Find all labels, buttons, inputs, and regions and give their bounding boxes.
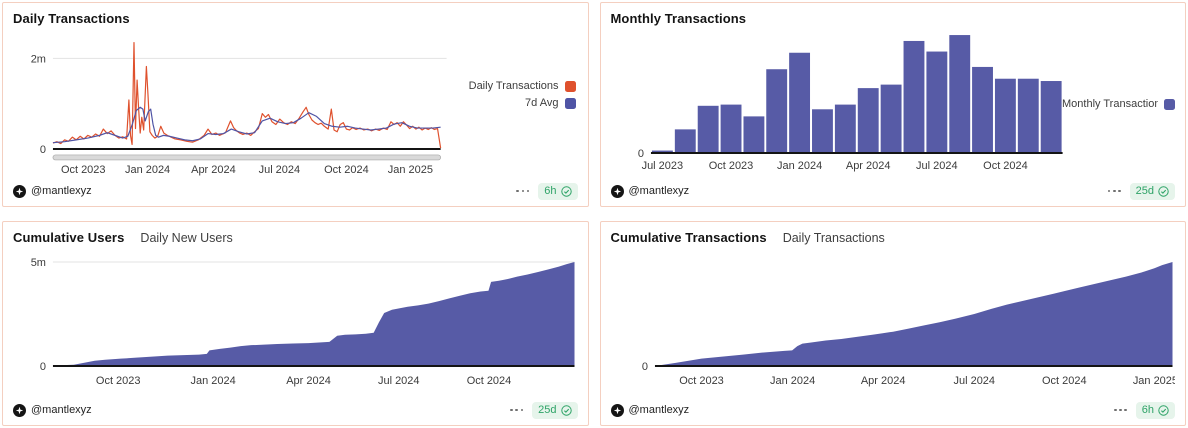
svg-text:Jan 2025: Jan 2025: [388, 164, 433, 176]
mantle-avatar-icon: [13, 184, 26, 198]
handle-text: @mantlexyz: [628, 185, 690, 197]
check-circle-icon: [1158, 404, 1169, 416]
svg-text:Jan 2024: Jan 2024: [125, 164, 170, 176]
svg-text:Jul 2024: Jul 2024: [916, 160, 958, 172]
tab-cumulative-users[interactable]: Cumulative Users: [13, 230, 125, 245]
purple-swatch-icon: [564, 97, 576, 109]
cumulative-transactions-chart[interactable]: 0 Oct 2023 Jan 2024 Apr 2024 Jul 2024 Oct 202…: [611, 248, 1176, 398]
panel-cumulative-transactions: Cumulative Transactions Daily Transactio…: [599, 221, 1186, 426]
daily-transactions-chart[interactable]: 2m 0 Oct 2023 Jan 2024 Apr 2024 Jul 2024 Oct 2…: [13, 29, 578, 179]
svg-text:Jul 2023: Jul 2023: [641, 160, 683, 172]
svg-text:Jul 2024: Jul 2024: [378, 375, 420, 387]
panel-footer: @mantlexyz 6h: [610, 401, 1175, 419]
cumulative-users-chart[interactable]: 5m 0 Oct 2023 Jan 2024 Apr 2024 Jul 2024 Oct 2…: [13, 248, 578, 398]
panel-header: Cumulative Users Daily New Users: [13, 230, 578, 248]
more-options-icon[interactable]: [1107, 189, 1121, 193]
svg-text:Oct 2024: Oct 2024: [983, 160, 1028, 172]
more-options-icon[interactable]: [510, 408, 524, 412]
panel-footer: @mantlexyz 25d: [13, 401, 578, 419]
byline: @mantlexyz: [13, 184, 92, 198]
byline: @mantlexyz: [610, 403, 690, 417]
svg-text:Oct 2023: Oct 2023: [679, 375, 724, 387]
svg-text:Apr 2024: Apr 2024: [191, 164, 236, 176]
legend-label: Daily Transactions: [468, 80, 559, 92]
svg-text:Oct 2023: Oct 2023: [708, 160, 753, 172]
panel-title: Monthly Transactions: [610, 11, 747, 26]
more-options-icon[interactable]: [1113, 408, 1127, 412]
chart-area: 5m 0 Oct 2023 Jan 2024 Apr 2024 Jul 2024 Oct 2…: [13, 248, 578, 401]
freshness-label: 25d: [1135, 185, 1154, 197]
svg-text:Jan 2024: Jan 2024: [777, 160, 822, 172]
svg-text:Oct 2024: Oct 2024: [467, 375, 512, 387]
freshness-label: 25d: [538, 404, 557, 416]
svg-text:Apr 2024: Apr 2024: [286, 375, 331, 387]
svg-text:Oct 2024: Oct 2024: [1042, 375, 1087, 387]
purple-swatch-icon: [1164, 98, 1175, 110]
range-scrollbar[interactable]: [52, 154, 441, 161]
freshness-label: 6h: [544, 185, 557, 197]
more-options-icon[interactable]: [516, 189, 530, 193]
chart-area: 2m 0 Oct 2023 Jan 2024 Apr 2024 Jul 2024 Oct 2…: [13, 29, 578, 182]
legend-item-7d-avg[interactable]: 7d Avg: [525, 96, 576, 110]
handle-text: @mantlexyz: [31, 404, 92, 416]
svg-text:Jul 2024: Jul 2024: [953, 375, 995, 387]
svg-text:0: 0: [637, 148, 643, 160]
freshness-badge[interactable]: 6h: [1135, 401, 1175, 419]
panel-header: Cumulative Transactions Daily Transactio…: [611, 230, 1176, 248]
svg-text:Jul 2024: Jul 2024: [259, 164, 301, 176]
svg-text:Jan 2024: Jan 2024: [191, 375, 236, 387]
mantle-avatar-icon: [13, 403, 26, 417]
tab-daily-transactions[interactable]: Daily Transactions: [782, 231, 885, 245]
orange-swatch-icon: [564, 80, 576, 92]
panel-footer: @mantlexyz 6h: [13, 182, 578, 200]
svg-text:Oct 2023: Oct 2023: [61, 164, 106, 176]
panel-cumulative-users: Cumulative Users Daily New Users 5m 0 Oct …: [2, 221, 589, 426]
svg-text:Apr 2024: Apr 2024: [845, 160, 890, 172]
legend-label: Monthly Transactions: [1062, 98, 1158, 110]
svg-text:Jan 2025: Jan 2025: [1132, 375, 1175, 387]
handle-text: @mantlexyz: [31, 185, 92, 197]
svg-text:0: 0: [40, 361, 46, 373]
check-circle-icon: [560, 404, 572, 416]
legend: Monthly Transactions: [1062, 97, 1175, 111]
check-circle-icon: [1158, 185, 1169, 197]
panel-header: Monthly Transactions: [611, 11, 1176, 29]
svg-text:Oct 2023: Oct 2023: [96, 375, 141, 387]
panel-footer: @mantlexyz 25d: [610, 182, 1175, 200]
svg-text:2m: 2m: [31, 53, 46, 65]
legend-label: 7d Avg: [525, 97, 559, 109]
svg-text:Jan 2024: Jan 2024: [770, 375, 815, 387]
svg-text:0: 0: [641, 361, 647, 373]
tab-daily-new-users[interactable]: Daily New Users: [140, 231, 233, 245]
handle-text: @mantlexyz: [628, 404, 690, 416]
panel-title: Daily Transactions: [13, 11, 130, 26]
legend: Daily Transactions 7d Avg: [469, 79, 576, 110]
byline: @mantlexyz: [610, 184, 690, 198]
panel-daily-transactions: Daily Transactions 2m 0 Oct 2023 Jan 2024 Ap…: [2, 2, 589, 207]
panel-monthly-transactions: Monthly Transactions 0 Jul 2023 Oct 2023 Ja…: [599, 2, 1186, 207]
freshness-badge[interactable]: 25d: [532, 401, 578, 419]
check-circle-icon: [560, 185, 572, 197]
panel-header: Daily Transactions: [13, 11, 578, 29]
freshness-badge[interactable]: 25d: [1129, 182, 1175, 200]
chart-area: 0 Oct 2023 Jan 2024 Apr 2024 Jul 2024 Oct 202…: [611, 248, 1176, 401]
mantle-avatar-icon: [610, 184, 624, 198]
tab-cumulative-transactions[interactable]: Cumulative Transactions: [610, 230, 767, 245]
chart-area: 0 Jul 2023 Oct 2023 Jan 2024 Apr 2024 Jul 202…: [611, 29, 1176, 182]
legend-item-monthly-transactions[interactable]: Monthly Transactions: [1062, 97, 1175, 111]
freshness-badge[interactable]: 6h: [538, 182, 578, 200]
mantle-avatar-icon: [610, 403, 624, 417]
svg-text:Oct 2024: Oct 2024: [324, 164, 369, 176]
svg-text:Apr 2024: Apr 2024: [860, 375, 905, 387]
svg-text:0: 0: [40, 144, 46, 156]
byline: @mantlexyz: [13, 403, 92, 417]
svg-text:5m: 5m: [31, 257, 46, 269]
legend-item-daily-transactions[interactable]: Daily Transactions: [469, 79, 576, 93]
freshness-label: 6h: [1141, 404, 1154, 416]
